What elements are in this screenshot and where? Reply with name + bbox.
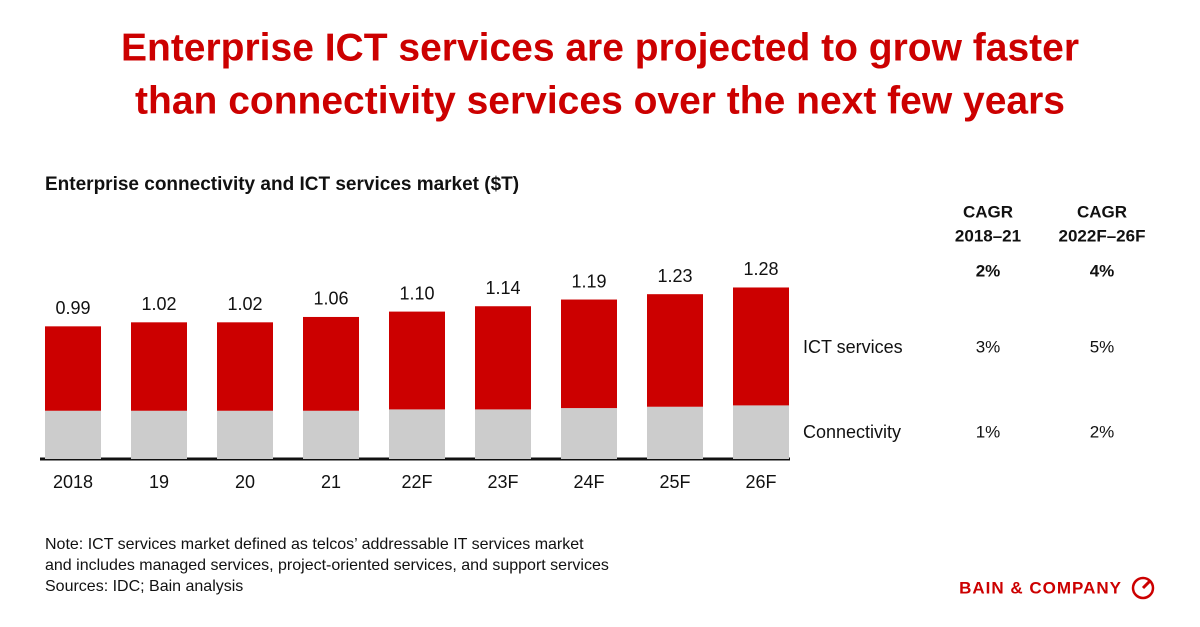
total-label: 0.99 (55, 298, 90, 318)
logo-icon (1141, 579, 1152, 590)
total-label: 1.23 (657, 266, 692, 286)
x-tick-label: 25F (659, 472, 690, 492)
total-label: 1.06 (313, 289, 348, 309)
total-label: 1.19 (571, 271, 606, 291)
x-tick-label: 2018 (53, 472, 93, 492)
x-tick-label: 22F (401, 472, 432, 492)
bar-segment (475, 409, 531, 459)
total-label: 1.02 (227, 294, 262, 314)
bar-segment (647, 406, 703, 459)
chart-title: than connectivity services over the next… (135, 79, 1065, 122)
cagr-value: 3% (976, 337, 1001, 356)
bar-segment (647, 294, 703, 407)
cagr-header: CAGR (1077, 202, 1127, 221)
x-tick-label: 26F (745, 472, 776, 492)
cagr-header: CAGR (963, 202, 1013, 221)
note: Sources: IDC; Bain analysis (45, 578, 243, 595)
bar-segment (389, 409, 445, 459)
cagr-value: 2% (1090, 422, 1115, 441)
bar-segment (733, 405, 789, 459)
total-label: 1.28 (743, 259, 778, 279)
chart-subtitle: Enterprise connectivity and ICT services… (45, 174, 519, 195)
logo-icon (1131, 576, 1155, 600)
bar-segment (561, 299, 617, 409)
x-tick-label: 21 (321, 472, 341, 492)
cagr-header: 2022F–26F (1059, 226, 1146, 245)
cagr-value: 1% (976, 422, 1001, 441)
chart-title: Enterprise ICT services are projected to… (121, 26, 1079, 69)
bar-segment (303, 316, 359, 411)
bar-segment (217, 410, 273, 459)
bar-segment (733, 287, 789, 406)
x-tick-label: 19 (149, 472, 169, 492)
bar-segment (131, 410, 187, 459)
bar-segment (45, 410, 101, 459)
bar-segment (303, 410, 359, 459)
total-label: 1.02 (141, 294, 176, 314)
cagr-total: 4% (1090, 261, 1115, 280)
bar-segment (131, 322, 187, 411)
total-label: 1.10 (399, 283, 434, 303)
cagr-total: 2% (976, 261, 1001, 280)
bar-segment (217, 322, 273, 411)
brand-logo: BAIN & COMPANY (959, 578, 1122, 597)
note: Note: ICT services market defined as tel… (45, 536, 584, 553)
bar-segment (561, 408, 617, 459)
legend-label: ICT services (803, 337, 903, 357)
x-tick-label: 23F (487, 472, 518, 492)
cagr-value: 5% (1090, 337, 1115, 356)
bar-segment (389, 311, 445, 410)
x-tick-label: 24F (573, 472, 604, 492)
bar-segment (45, 326, 101, 411)
total-label: 1.14 (485, 278, 520, 298)
x-tick-label: 20 (235, 472, 255, 492)
legend-label: Connectivity (803, 422, 901, 442)
note: and includes managed services, project-o… (45, 557, 609, 574)
bar-segment (475, 306, 531, 410)
cagr-header: 2018–21 (955, 226, 1021, 245)
